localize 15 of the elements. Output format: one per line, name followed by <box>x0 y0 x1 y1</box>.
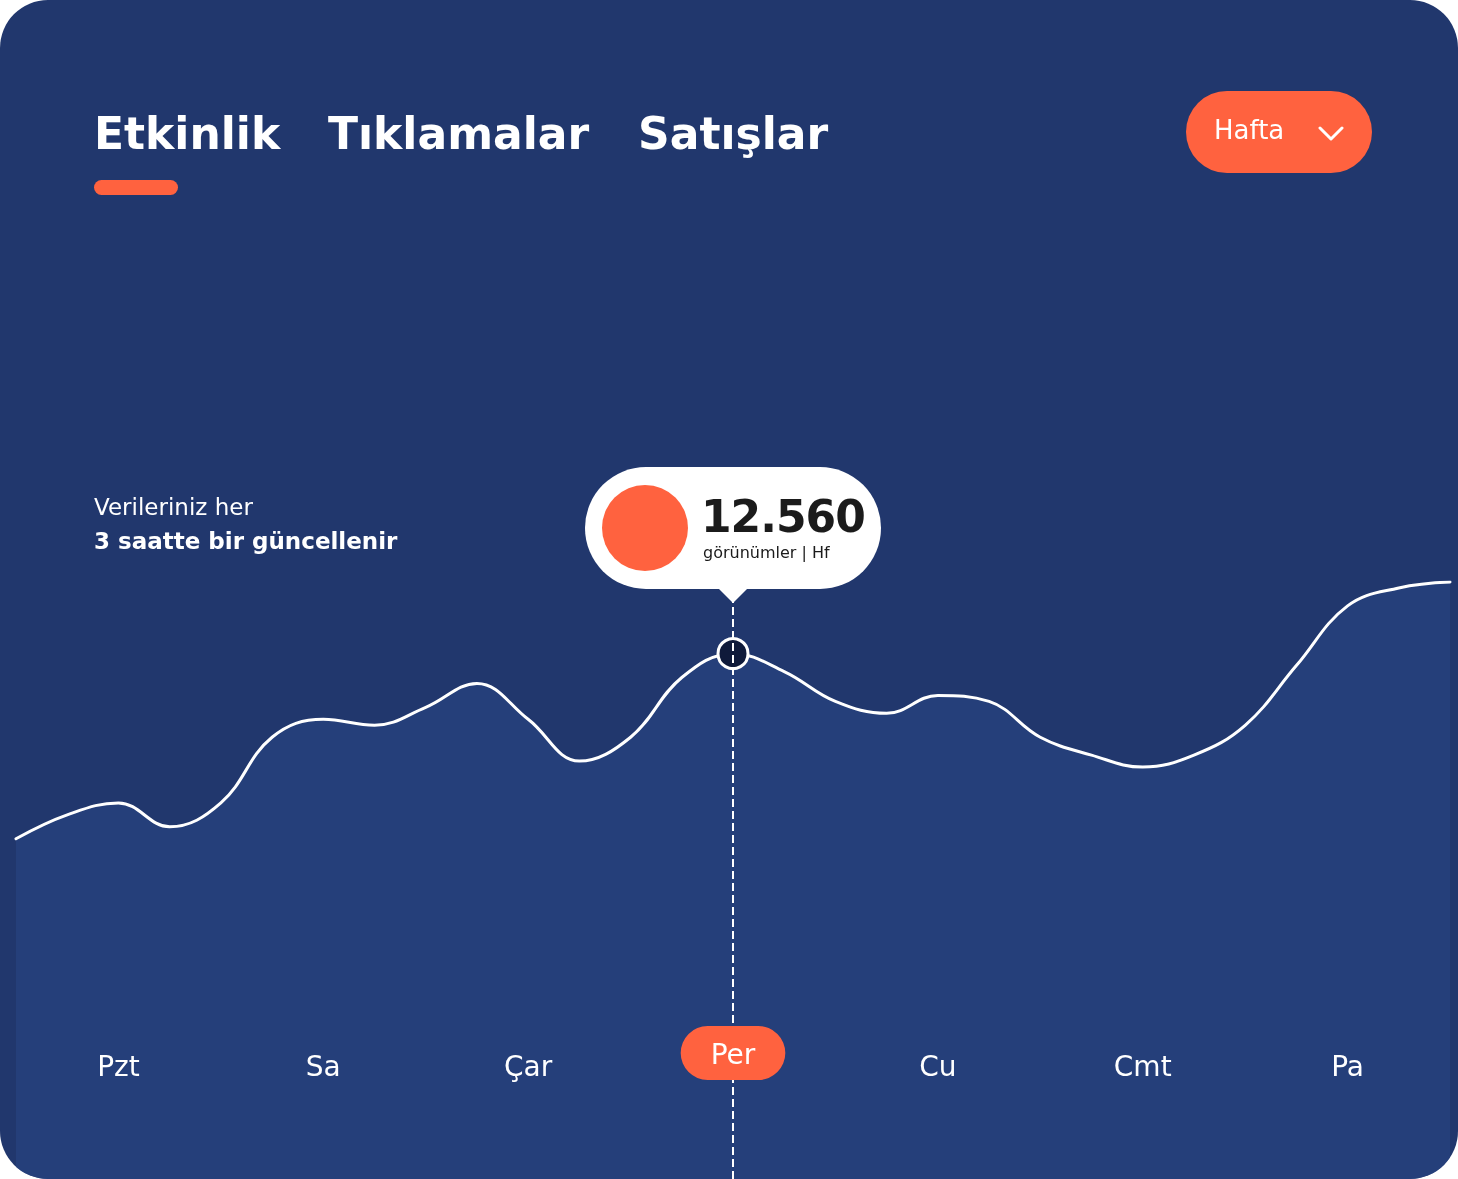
x-tick-label: Pzt <box>97 1049 140 1083</box>
x-tick-label: Cu <box>919 1049 957 1083</box>
text: görünümler | Hf <box>703 542 830 562</box>
x-tick-label: Sa <box>305 1049 341 1083</box>
text: 3 saatte bir güncellenir <box>94 528 398 554</box>
dropdown-button: Hafta <box>1186 91 1372 173</box>
x-tick-label: Pa <box>1331 1049 1364 1083</box>
x-tick-label: Cmt <box>1113 1049 1172 1083</box>
text: Tıklamalar <box>328 108 590 159</box>
text: 12.560 <box>701 490 865 542</box>
text: Etkinlik <box>94 108 281 159</box>
text: Satışlar <box>638 108 829 159</box>
x-tick-label: Per <box>710 1037 756 1071</box>
x-tick-label: Çar <box>504 1049 553 1083</box>
text: Verileriniz her <box>94 494 253 520</box>
